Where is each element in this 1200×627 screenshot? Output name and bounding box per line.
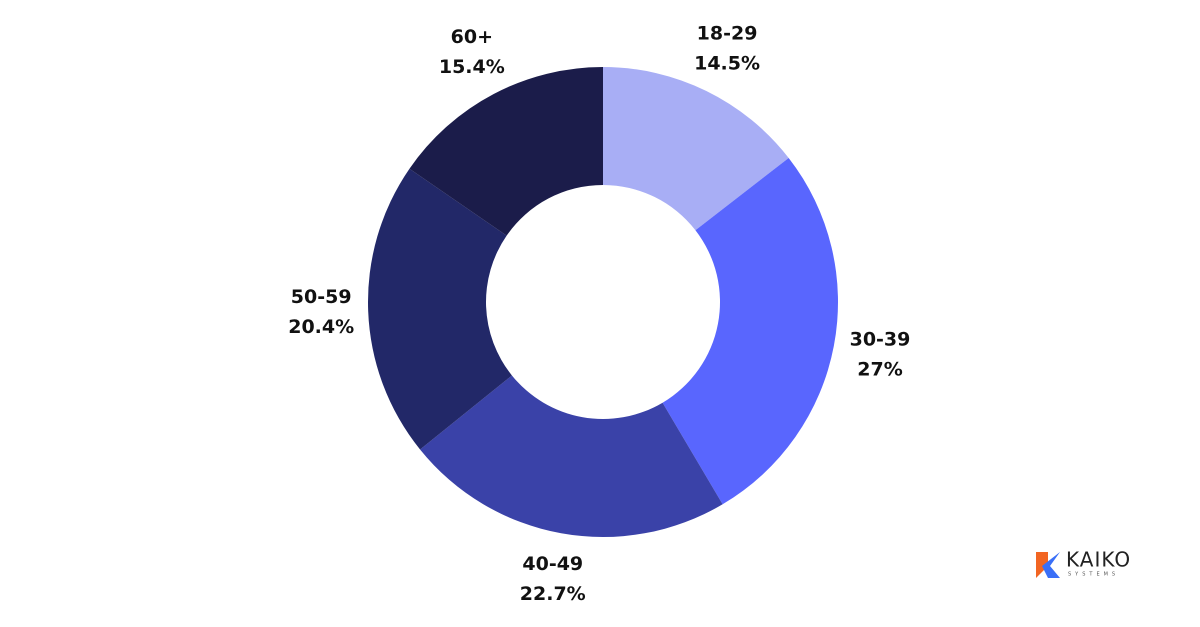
category-label: 30-39 xyxy=(850,328,911,350)
value-label: 22.7% xyxy=(520,583,586,605)
category-label: 50-59 xyxy=(291,286,352,308)
logo: KAIKO SYSTEMS xyxy=(1036,548,1131,578)
category-label: 40-49 xyxy=(522,553,583,575)
slice xyxy=(420,375,723,537)
logo-name: KAIKO xyxy=(1066,548,1131,572)
slice xyxy=(409,67,603,236)
category-label: 18-29 xyxy=(697,22,758,44)
logo-tagline: SYSTEMS xyxy=(1068,572,1119,578)
value-label: 15.4% xyxy=(439,56,505,78)
slice xyxy=(662,157,838,505)
logo-icon xyxy=(1042,552,1060,578)
value-label: 27% xyxy=(857,358,902,380)
slice xyxy=(368,168,512,450)
slice xyxy=(603,67,789,231)
value-label: 14.5% xyxy=(694,52,760,74)
value-label: 20.4% xyxy=(288,316,354,338)
logo-icon xyxy=(1036,552,1048,578)
category-label: 60+ xyxy=(451,26,493,48)
